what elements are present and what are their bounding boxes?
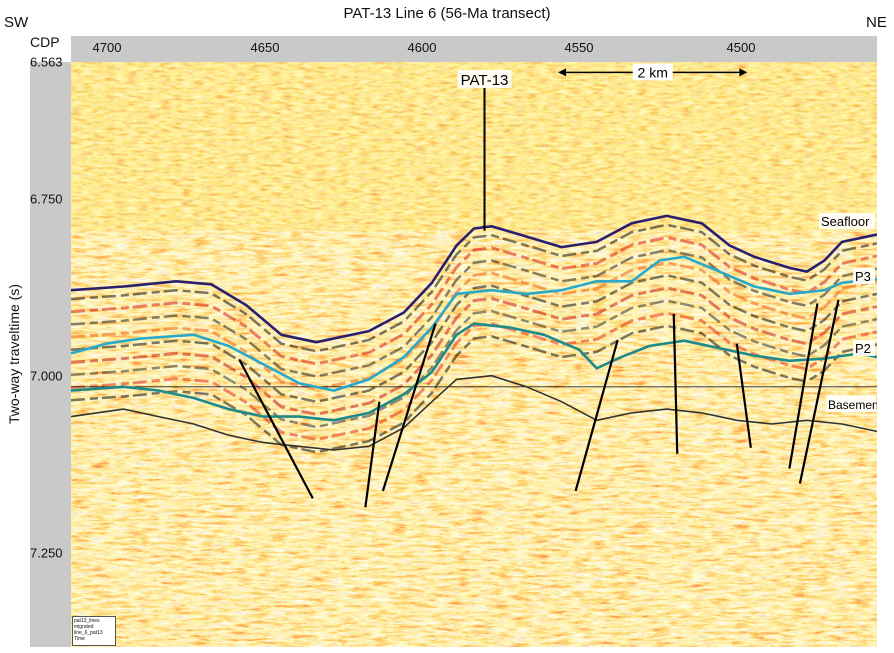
site-label: PAT-13 [461, 72, 509, 89]
fault-line [672, 313, 679, 454]
label-box [819, 213, 875, 229]
seismic-section: PAT-13 2 km Seafloor P3 P2 Basement [71, 62, 877, 647]
fault-line [381, 323, 437, 492]
scale-label: 2 km [638, 64, 668, 80]
label-box [826, 396, 876, 412]
seismic-lower-texture [71, 230, 877, 647]
scale-arrow-left [558, 68, 567, 77]
x-tick-label: 4600 [407, 40, 437, 55]
direction-label-sw: SW [4, 14, 29, 31]
reflector-band [71, 235, 877, 366]
reflector-band [71, 261, 877, 391]
stamp-line: pat13_lines [74, 618, 100, 624]
fault-line [364, 401, 381, 508]
scale-bar: 2 km [558, 63, 748, 81]
horizon-labels: Seafloor P3 P2 Basement [819, 213, 877, 412]
fault-lines [238, 299, 840, 508]
label-box [853, 268, 875, 284]
x-axis-label: CDP [30, 34, 60, 50]
x-tick-label: 4550 [564, 40, 594, 55]
site-label-box [457, 70, 512, 88]
reflector-band [71, 248, 877, 378]
y-axis-label: Two-way traveltime (s) [6, 283, 22, 425]
reflector-band [71, 223, 877, 353]
horizon-label-seafloor: Seafloor [821, 214, 870, 229]
fault-line [788, 303, 819, 469]
y-tick-label: 7.250 [30, 545, 63, 561]
site-marker: PAT-13 [457, 70, 512, 231]
y-tick-label: 6.563 [30, 54, 63, 70]
horizon-label-p3: P3 [855, 269, 871, 284]
stamp-line: migrated [74, 624, 94, 630]
fault-line [574, 339, 619, 492]
horizon-seafloor [71, 214, 877, 344]
y-tick-label: 7.000 [30, 368, 63, 384]
stamp-line: Time [74, 636, 85, 642]
chart-title: PAT-13 Line 6 (56-Ma transect) [343, 5, 551, 22]
reflector-band [71, 324, 877, 454]
x-axis-strip [71, 36, 877, 62]
stamp-line: line_6_pat13 [74, 630, 103, 636]
fault-line [798, 299, 840, 484]
seismic-plot-svg: PAT-13 2 km Seafloor P3 P2 Basement [71, 62, 877, 647]
reflector-band [71, 299, 877, 429]
fault-line [238, 358, 314, 499]
x-tick-label: 4700 [92, 40, 122, 55]
reflector-band [71, 274, 877, 403]
horizon-p3 [71, 255, 877, 392]
y-tick-label: 6.750 [30, 191, 63, 207]
scale-label-box [632, 63, 673, 81]
horizon-label-basement: Basement [828, 398, 877, 412]
processing-stamp: pat13_lines migrated line_6_pat13 Time [72, 616, 116, 646]
scale-arrow-right [739, 68, 748, 77]
y-axis-strip [30, 62, 71, 647]
reflector-bands [71, 223, 877, 454]
direction-label-ne: NE [866, 14, 887, 31]
horizon-basement [71, 374, 877, 451]
fault-line [735, 343, 752, 448]
x-tick-label: 4500 [726, 40, 756, 55]
horizon-lines [71, 214, 877, 451]
horizon-p2 [71, 322, 877, 422]
horizon-label-p2: P2 [855, 341, 871, 356]
label-box [853, 340, 875, 356]
x-tick-label: 4650 [250, 40, 280, 55]
